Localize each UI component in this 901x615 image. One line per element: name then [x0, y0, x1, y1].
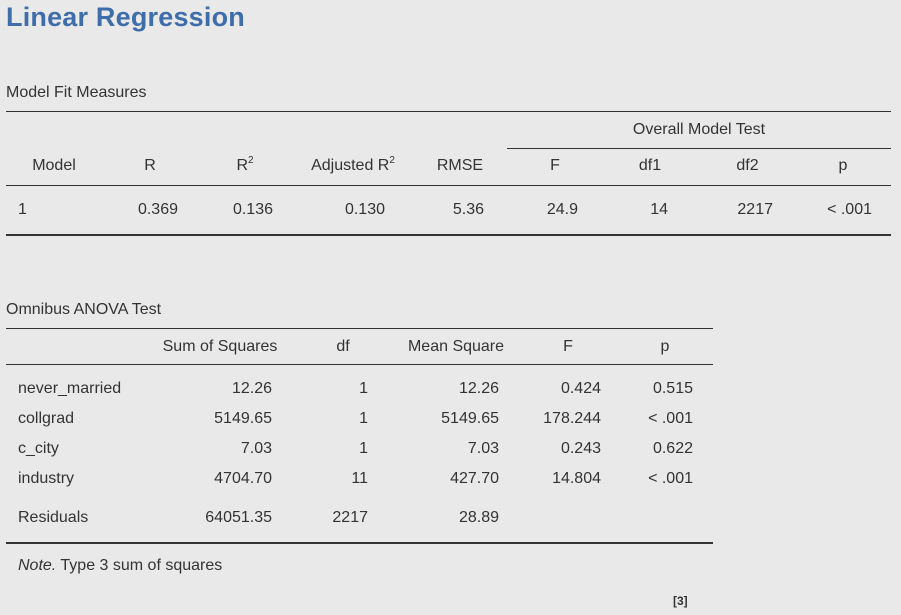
anova-row-ss: 7.03 [240, 440, 272, 457]
anova-row-ss: 4704.70 [214, 470, 272, 487]
overall-model-test-header: Overall Model Test [632, 121, 766, 138]
col-header-rmse: RMSE [436, 157, 484, 174]
model-fit-cell-r2: 0.136 [232, 201, 273, 218]
model-fit-cell-adj-r2: 0.130 [344, 201, 385, 218]
anova-top-rule [6, 328, 713, 329]
col-header-adjusted-r2: Adjusted R2 [311, 155, 395, 175]
model-fit-cell-r: 0.369 [137, 201, 178, 218]
col-header-r: R [144, 157, 156, 174]
anova-row-df: 1 [359, 440, 368, 457]
anova-title: Omnibus ANOVA Test [6, 301, 162, 318]
model-fit-cell-f: 24.9 [546, 201, 578, 218]
anova-row-df: 11 [351, 470, 368, 487]
note-label: Note. [18, 557, 57, 574]
anova-col-header-ss: Sum of Squares [162, 338, 278, 355]
col-header-r2: R2 [236, 155, 254, 175]
anova-row-ss: 12.26 [231, 380, 272, 397]
anova-row-p: < .001 [648, 470, 693, 487]
anova-row-p: 0.622 [652, 440, 693, 457]
anova-row-ss: 5149.65 [214, 410, 272, 427]
col-header-df2: df2 [736, 157, 759, 174]
anova-row-term: c_city [18, 440, 59, 457]
anova-row-f: 0.424 [560, 380, 601, 397]
model-fit-title: Model Fit Measures [6, 84, 147, 101]
anova-col-header-df: df [336, 338, 350, 355]
anova-row-term: never_married [18, 380, 122, 397]
model-fit-header-rule [6, 185, 891, 186]
anova-row-ss: 64051.35 [205, 509, 272, 526]
overall-model-test-rule [507, 148, 891, 149]
anova-row-df: 1 [359, 380, 368, 397]
col-header-model: Model [32, 157, 76, 174]
anova-row-f: 14.804 [552, 470, 601, 487]
model-fit-cell-rmse: 5.36 [452, 201, 484, 218]
anova-row-ms: 12.26 [458, 380, 499, 397]
anova-row-f: 0.243 [560, 440, 601, 457]
anova-bottom-rule [6, 542, 713, 544]
anova-row-p: < .001 [648, 410, 693, 427]
note-text: Type 3 sum of squares [56, 557, 223, 574]
col-header-p: p [838, 157, 848, 174]
anova-row-term: Residuals [18, 509, 89, 526]
model-fit-cell-model: 1 [18, 201, 27, 218]
model-fit-cell-df2: 2217 [737, 201, 773, 218]
anova-row-ms: 7.03 [467, 440, 499, 457]
anova-row-f: 178.244 [543, 410, 601, 427]
anova-header-rule [6, 364, 713, 365]
anova-row-df: 2217 [332, 509, 368, 526]
anova-row-ms: 5149.65 [441, 410, 499, 427]
anova-row-ms: 28.89 [458, 509, 499, 526]
anova-row-df: 1 [359, 410, 368, 427]
model-fit-top-rule [6, 111, 891, 112]
anova-col-header-f: F [563, 338, 573, 355]
model-fit-cell-df1: 14 [650, 201, 668, 218]
anova-row-term: industry [18, 470, 75, 487]
col-header-df1: df1 [638, 157, 662, 174]
anova-col-header-ms: Mean Square [407, 338, 505, 355]
anova-note: Note. Type 3 sum of squares [18, 557, 222, 575]
anova-row-ms: 427.70 [450, 470, 499, 487]
analysis-title: Linear Regression [6, 2, 245, 32]
model-fit-bottom-rule [6, 234, 891, 236]
reference-marker[interactable]: [3] [673, 594, 688, 608]
model-fit-cell-p: < .001 [827, 201, 872, 218]
anova-col-header-p: p [660, 338, 670, 355]
col-header-f: F [550, 157, 560, 174]
anova-row-p: 0.515 [652, 380, 693, 397]
anova-row-term: collgrad [18, 410, 75, 427]
